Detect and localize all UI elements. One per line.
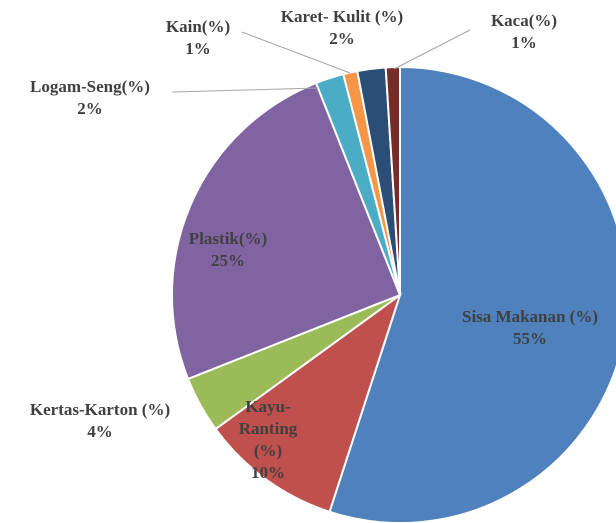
slice-label: Kaca(%) 1% bbox=[491, 10, 557, 54]
value-label: 2% bbox=[329, 29, 355, 48]
leader-line bbox=[393, 29, 471, 70]
leader-line bbox=[241, 31, 351, 74]
category-label: Kertas-Karton (%) bbox=[29, 400, 171, 419]
slice-label: Karet- Kulit (%) 2% bbox=[281, 6, 403, 50]
category-label: Logam-Seng(%) bbox=[30, 77, 150, 96]
leader-line bbox=[171, 87, 319, 93]
pie-slice bbox=[214, 292, 402, 514]
pie-slice bbox=[328, 65, 616, 523]
slice-label: Logam-Seng(%) 2% bbox=[30, 76, 150, 120]
pie-slice bbox=[384, 65, 401, 296]
value-label: 4% bbox=[87, 422, 113, 441]
category-label: Kain(%) bbox=[165, 17, 231, 36]
value-label: 55% bbox=[513, 329, 547, 348]
value-label: 2% bbox=[77, 99, 103, 118]
slice-label: Kertas-Karton (%) 4% bbox=[30, 399, 170, 443]
category-label: Kaca(%) bbox=[490, 11, 558, 30]
pie-slice bbox=[171, 81, 402, 381]
slice-label: Plastik(%) 25% bbox=[189, 228, 267, 272]
slice-label: Sisa Makanan (%) 55% bbox=[462, 306, 598, 350]
category-label: Kayu-Ranting (%) bbox=[238, 397, 298, 460]
value-label: 1% bbox=[185, 39, 211, 58]
value-label: 10% bbox=[251, 463, 285, 482]
category-label: Plastik(%) bbox=[188, 229, 268, 248]
value-label: 25% bbox=[210, 251, 245, 270]
category-label: Karet- Kulit (%) bbox=[280, 7, 404, 26]
slice-label: Kain(%) 1% bbox=[166, 16, 230, 60]
category-label: Sisa Makanan (%) bbox=[461, 307, 599, 326]
value-label: 1% bbox=[511, 33, 537, 52]
slice-label: Kayu-Ranting (%) 10% bbox=[233, 396, 303, 484]
